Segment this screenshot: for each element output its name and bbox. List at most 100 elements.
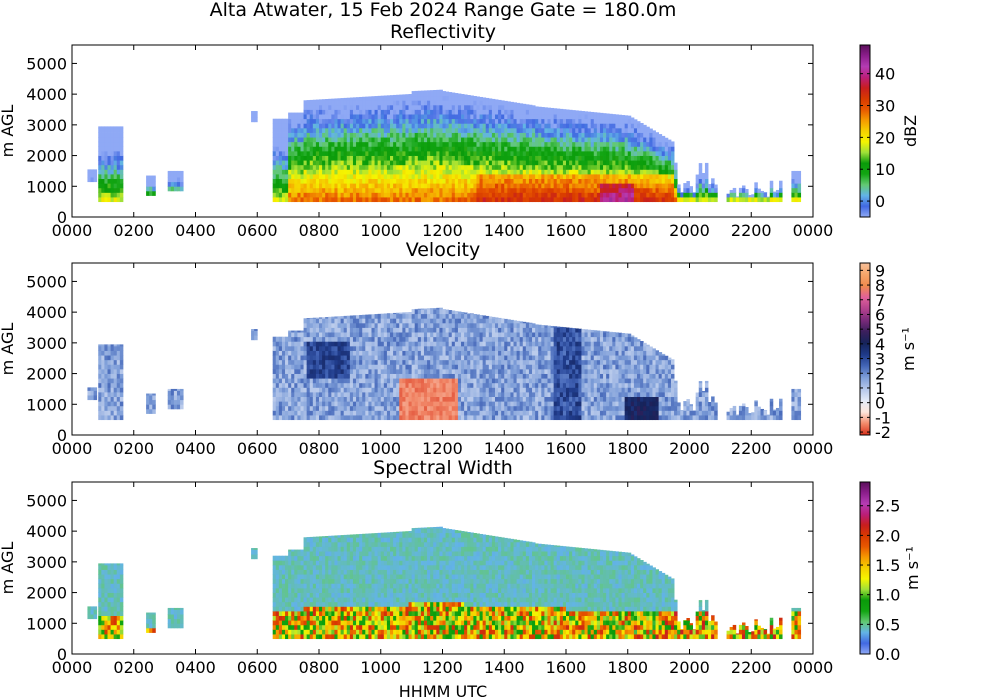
heatmap-cell: [405, 150, 409, 156]
heatmap-cell: [325, 364, 329, 370]
heatmap-cell: [646, 127, 650, 133]
heatmap-cell: [98, 410, 102, 416]
heatmap-cell: [544, 183, 548, 189]
heatmap-cell: [306, 392, 311, 398]
heatmap-cell: [451, 318, 456, 324]
heatmap-cell: [359, 359, 363, 365]
heatmap-cell: [337, 368, 342, 374]
heatmap-cell: [294, 160, 298, 166]
heatmap-cell: [110, 126, 115, 129]
heatmap-cell: [436, 396, 440, 402]
heatmap-cell: [340, 401, 345, 407]
heatmap-cell: [275, 146, 280, 152]
heatmap-cell: [306, 318, 311, 319]
heatmap-cell: [578, 197, 582, 203]
heatmap-cell: [701, 178, 706, 184]
heatmap-cell: [300, 345, 304, 351]
heatmap-cell: [587, 132, 592, 138]
heatmap-cell: [470, 192, 474, 198]
heatmap-cell: [390, 313, 394, 315]
heatmap-cell: [101, 174, 105, 180]
heatmap-cell: [618, 183, 622, 189]
heatmap-cell: [609, 146, 613, 152]
heatmap-cell: [396, 378, 400, 384]
heatmap-cell: [633, 174, 638, 180]
heatmap-cell: [408, 350, 413, 356]
heatmap-cell: [562, 187, 567, 193]
heatmap-cell: [461, 387, 465, 393]
heatmap-cell: [371, 114, 375, 120]
heatmap-cell: [334, 104, 338, 110]
heatmap-cell: [116, 150, 121, 156]
heatmap-cell: [612, 178, 616, 184]
heatmap-cell: [615, 192, 619, 198]
heatmap-cell: [359, 183, 363, 189]
heatmap-cell: [386, 322, 391, 328]
heatmap-cell: [516, 109, 521, 115]
heatmap-cell: [584, 183, 589, 189]
heatmap-cell: [402, 318, 406, 324]
heatmap-cell: [291, 155, 295, 161]
heatmap-cell: [346, 132, 351, 138]
heatmap-cell: [436, 169, 440, 175]
heatmap-cell: [399, 359, 403, 365]
heatmap-cell: [507, 178, 511, 184]
heatmap-cell: [448, 392, 453, 398]
heatmap-cell: [399, 169, 403, 175]
heatmap-cell: [309, 401, 314, 407]
heatmap-cell: [423, 127, 428, 133]
heatmap-cell: [467, 332, 471, 338]
heatmap-cell: [98, 127, 102, 133]
heatmap-cell: [643, 197, 647, 203]
heatmap-cell: [454, 197, 459, 203]
heatmap-cell: [349, 150, 354, 156]
heatmap-cell: [107, 410, 111, 416]
heatmap-cell: [599, 164, 604, 170]
heatmap-cell: [547, 137, 551, 143]
heatmap-cell: [371, 197, 375, 203]
heatmap-cell: [383, 123, 388, 129]
heatmap-cell: [606, 169, 610, 175]
heatmap-cell: [470, 95, 474, 97]
heatmap-cell: [704, 174, 709, 180]
heatmap-cell: [464, 350, 468, 356]
heatmap-cell: [436, 155, 440, 161]
heatmap-cell: [356, 178, 360, 184]
heatmap-cell: [442, 160, 446, 166]
heatmap-cell: [615, 160, 619, 166]
heatmap-cell: [352, 123, 357, 129]
heatmap-cell: [436, 146, 440, 152]
heatmap-cell: [380, 183, 385, 189]
heatmap-cell: [297, 378, 301, 384]
heatmap-cell: [482, 132, 487, 138]
heatmap-cell: [362, 132, 366, 138]
heatmap-cell: [393, 405, 397, 411]
heatmap-cell: [303, 192, 308, 198]
heatmap-cell: [411, 332, 416, 338]
heatmap-cell: [417, 155, 422, 161]
heatmap-cell: [433, 359, 437, 365]
heatmap-cell: [278, 350, 283, 356]
heatmap-cell: [417, 405, 422, 411]
heatmap-cell: [119, 350, 124, 356]
heatmap-cell: [309, 141, 314, 147]
heatmap-cell: [402, 95, 406, 101]
heatmap-cell: [439, 183, 443, 189]
heatmap-cell: [414, 109, 419, 115]
heatmap-cell: [439, 160, 443, 166]
heatmap-cell: [482, 410, 487, 416]
heatmap-cell: [414, 132, 419, 138]
heatmap-cell: [402, 322, 406, 328]
heatmap-cell: [306, 382, 311, 388]
heatmap-cell: [519, 183, 524, 189]
heatmap-cell: [670, 192, 675, 198]
heatmap-cell: [359, 160, 363, 166]
heatmap-cell: [420, 114, 425, 120]
heatmap-cell: [377, 350, 382, 356]
heatmap-cell: [331, 187, 335, 193]
heatmap-cell: [467, 150, 471, 156]
heatmap-cell: [439, 95, 443, 101]
heatmap-cell: [581, 187, 585, 193]
heatmap-cell: [420, 327, 425, 333]
heatmap-cell: [485, 109, 490, 115]
